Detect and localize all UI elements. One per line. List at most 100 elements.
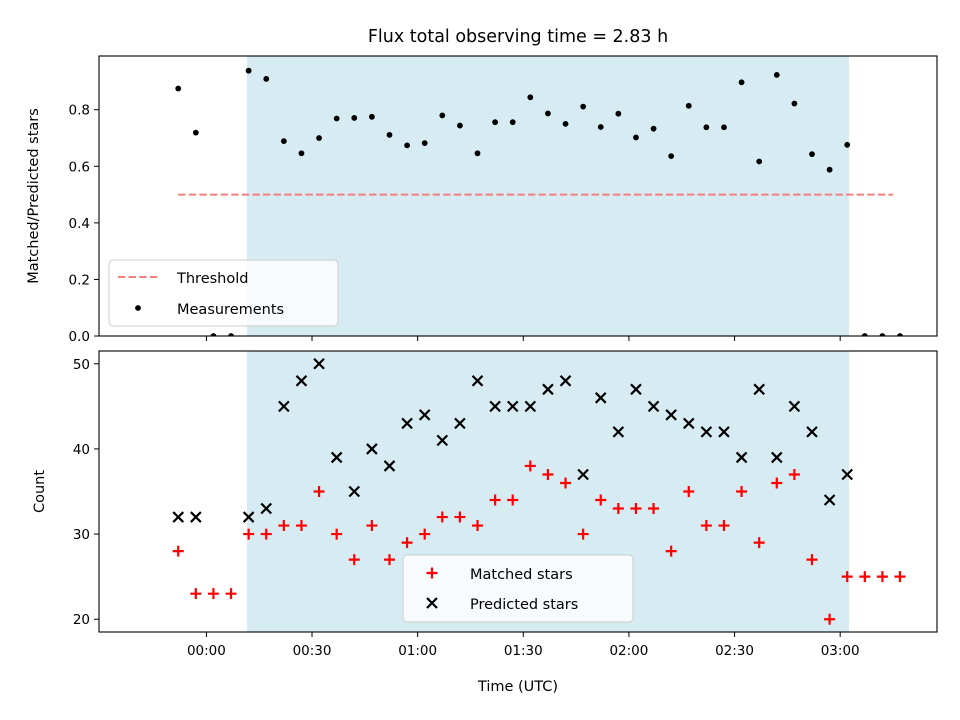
measurement-point — [861, 333, 868, 336]
measurement-point — [316, 135, 322, 141]
matched-star-point — [472, 520, 484, 532]
matched-star-point — [612, 503, 624, 515]
predicted-star-point — [841, 468, 853, 481]
matched-star-point — [824, 613, 836, 625]
matched-star-point — [524, 460, 536, 472]
chart-title: Flux total observing time = 2.83 h — [368, 27, 668, 47]
predicted-star-point — [665, 409, 677, 421]
matched-star-point — [454, 511, 466, 523]
predicted-star-point — [348, 485, 361, 498]
matched-star-point — [806, 554, 818, 566]
matched-star-point — [436, 511, 448, 523]
matched-star-point — [489, 494, 501, 506]
matched-star-point — [771, 477, 783, 489]
matched-star-point — [260, 528, 272, 540]
matched-star-point — [560, 477, 572, 489]
plot-area-0 — [175, 67, 903, 336]
measurement-point — [580, 103, 587, 110]
observing-window-shading-0 — [246, 56, 849, 336]
matched-star-point — [313, 486, 325, 497]
predicted-star-point — [330, 451, 343, 464]
matched-star-point — [595, 494, 607, 506]
predicted-star-point — [682, 417, 695, 430]
predicted-star-point — [242, 511, 255, 523]
measurement-point — [386, 132, 393, 138]
y-tick-label: 0.2 — [69, 272, 90, 288]
legend-predicted-label: Predicted stars — [470, 597, 578, 613]
measurement-point — [703, 124, 710, 131]
predicted-star-point — [735, 451, 748, 464]
predicted-star-point — [418, 409, 431, 421]
measurement-point — [844, 141, 851, 148]
predicted-star-point — [753, 383, 765, 396]
measurement-point — [263, 76, 270, 82]
predicted-star-point — [190, 511, 202, 523]
predicted-star-point — [436, 434, 449, 447]
y-axis-label: Count — [32, 470, 48, 513]
predicted-star-point — [823, 494, 836, 506]
measurement-point — [351, 115, 358, 121]
y-tick-label: 20 — [73, 612, 90, 628]
x-tick-label: 00:30 — [293, 643, 332, 659]
measurement-point — [721, 124, 727, 131]
predicted-star-point — [278, 400, 290, 413]
predicted-star-point — [630, 383, 642, 396]
legend-matched-label: Matched stars — [470, 567, 573, 583]
matched-star-point — [207, 588, 219, 600]
predicted-star-point — [577, 468, 589, 481]
predicted-star-point — [771, 451, 783, 464]
measurement-point — [421, 140, 428, 147]
measurement-point — [298, 150, 305, 157]
y-tick-label: 30 — [73, 527, 90, 543]
measurement-point — [685, 102, 692, 109]
y-tick-label: 0.6 — [69, 159, 90, 175]
measurement-point — [791, 100, 798, 107]
matched-star-point — [630, 503, 642, 515]
predicted-star-point — [471, 375, 484, 387]
x-tick-label: 02:30 — [715, 643, 754, 659]
matched-star-point — [577, 528, 589, 540]
matched-star-point — [841, 571, 853, 583]
measurement-point — [404, 142, 410, 149]
measurement-point — [192, 129, 199, 136]
y-tick-label: 50 — [73, 357, 90, 373]
matched-star-point — [366, 520, 378, 532]
x-axis-label: Time (UTC) — [477, 679, 558, 695]
measurement-point — [756, 158, 763, 165]
measurement-point — [545, 110, 551, 117]
matched-star-point — [736, 486, 748, 497]
legend-bottom: Matched stars Predicted stars — [402, 554, 634, 623]
predicted-star-point — [700, 426, 713, 438]
measurement-point — [879, 333, 886, 336]
x-tick-label: 01:30 — [504, 643, 543, 659]
predicted-star-point — [788, 400, 801, 413]
matched-star-point — [683, 486, 695, 497]
y-tick-label: 0.4 — [69, 216, 90, 232]
legend-measurements-swatch — [135, 305, 141, 311]
measurement-point — [738, 79, 745, 86]
predicted-star-point — [506, 400, 519, 413]
matched-star-point — [507, 494, 519, 506]
predicted-star-point — [559, 375, 572, 387]
matched-star-point — [348, 554, 360, 566]
measurement-point — [333, 115, 340, 122]
measurement-point — [457, 122, 463, 129]
predicted-star-point — [647, 400, 660, 413]
axes-frame-0 — [98, 55, 938, 337]
measurement-point — [439, 112, 446, 119]
measurement-point — [773, 72, 780, 78]
predicted-star-point — [313, 357, 325, 370]
legend-bottom-box — [402, 554, 634, 623]
matched-star-point — [190, 588, 202, 600]
predicted-star-point — [172, 511, 185, 523]
matched-star-point — [788, 468, 800, 480]
matched-star-point — [665, 545, 677, 557]
matched-star-point — [383, 554, 395, 566]
measurement-point — [826, 166, 833, 173]
measurement-point — [492, 119, 499, 126]
x-tick-label: 01:00 — [398, 643, 437, 659]
predicted-star-point — [383, 460, 396, 472]
measurement-point — [809, 151, 815, 158]
matched-star-point — [894, 571, 906, 583]
